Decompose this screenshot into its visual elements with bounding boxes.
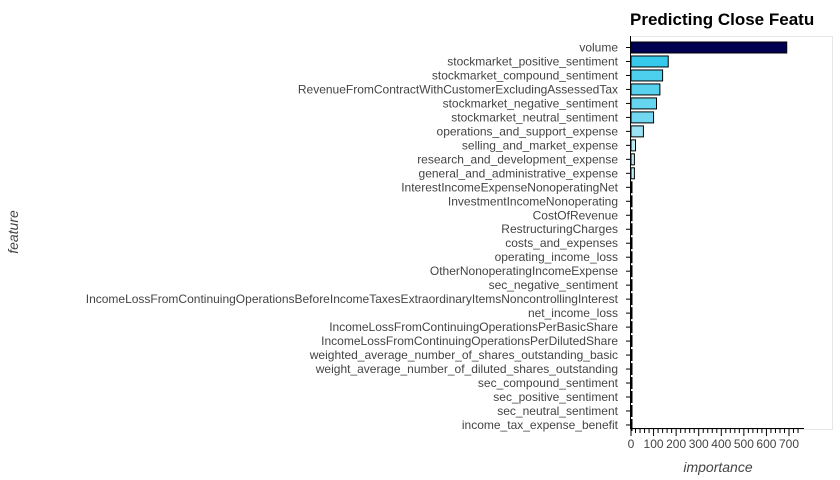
y-tick-label: InterestIncomeExpenseNonoperatingNet [401, 180, 618, 194]
x-axis: 0 100 200 300 400 500 600 700 [628, 428, 804, 451]
bar-14 [630, 237, 633, 250]
x-tick-label: 300 [689, 437, 709, 451]
chart-title: Predicting Close Featu [630, 10, 814, 29]
y-tick-label: IncomeLossFromContinuingOperationsBefore… [86, 292, 619, 306]
x-tick-label: 700 [779, 437, 799, 451]
x-tick-label: 600 [756, 437, 776, 451]
y-tick-label: CostOfRevenue [533, 208, 619, 222]
bar-9 [630, 167, 635, 180]
y-axis: volumestockmarket_positive_sentimentstoc… [86, 36, 631, 432]
y-tick-label: sec_negative_sentiment [489, 278, 619, 292]
bar-2 [630, 69, 664, 82]
x-tick-label: 200 [666, 437, 686, 451]
y-tick-label: weighted_average_number_of_shares_outsta… [309, 348, 618, 362]
bar-8 [630, 153, 635, 166]
y-tick-label: RestructuringCharges [501, 222, 618, 236]
bar-7 [630, 139, 637, 152]
bar-23 [630, 363, 633, 376]
y-tick-label: stockmarket_compound_sentiment [432, 68, 619, 82]
bar-18 [630, 293, 633, 306]
y-tick-label: net_income_loss [528, 306, 618, 320]
y-tick-label: general_and_administrative_expense [419, 166, 619, 180]
x-tick-label: 0 [628, 437, 635, 451]
y-tick-label: selling_and_market_expense [462, 138, 618, 152]
bar-17 [630, 279, 633, 292]
bar-24 [630, 377, 633, 390]
bar-15 [630, 251, 633, 264]
y-tick-label: InvestmentIncomeNonoperating [448, 194, 618, 208]
y-tick-label: operating_income_loss [495, 250, 618, 264]
y-tick-label: stockmarket_negative_sentiment [443, 96, 619, 110]
bar-19 [630, 307, 633, 320]
y-axis-title: feature [5, 210, 21, 254]
y-tick-label: weight_average_number_of_diluted_shares_… [315, 362, 618, 376]
y-tick-label: operations_and_support_expense [437, 124, 619, 138]
x-tick-label: 400 [711, 437, 731, 451]
x-axis-title: importance [683, 459, 752, 475]
bar-20 [630, 321, 633, 334]
bar-4 [630, 97, 658, 110]
bar-5 [630, 111, 655, 124]
bar-6 [630, 125, 644, 138]
bar-3 [630, 83, 661, 96]
bars-group [630, 41, 788, 431]
y-tick-label: sec_neutral_sentiment [497, 404, 618, 418]
bar-12 [630, 209, 633, 222]
bar-11 [630, 195, 633, 208]
y-tick-label: sec_compound_sentiment [478, 376, 619, 390]
y-tick-label: income_tax_expense_benefit [462, 418, 619, 432]
bar-16 [630, 265, 633, 278]
bar-1 [630, 55, 669, 68]
y-tick-label: IncomeLossFromContinuingOperationsPerBas… [329, 320, 618, 334]
y-tick-label: stockmarket_positive_sentiment [447, 54, 618, 68]
y-tick-label: costs_and_expenses [505, 236, 618, 250]
bar-10 [630, 181, 633, 194]
bar-0 [630, 41, 788, 54]
y-tick-label: IncomeLossFromContinuingOperationsPerDil… [321, 334, 618, 348]
bar-26 [630, 404, 633, 417]
y-tick-label: sec_positive_sentiment [493, 390, 618, 404]
x-tick-label: 100 [644, 437, 664, 451]
x-tick-label: 500 [734, 437, 754, 451]
bar-25 [630, 391, 633, 403]
y-tick-label: stockmarket_neutral_sentiment [451, 110, 618, 124]
y-tick-label: OtherNonoperatingIncomeExpense [430, 264, 618, 278]
bar-13 [630, 223, 633, 236]
y-tick-label: research_and_development_expense [417, 152, 618, 166]
y-tick-label: RevenueFromContractWithCustomerExcluding… [298, 82, 618, 96]
bar-21 [630, 335, 633, 348]
bar-22 [630, 349, 633, 362]
y-tick-label: volume [579, 41, 618, 55]
plot-frame [630, 36, 833, 430]
